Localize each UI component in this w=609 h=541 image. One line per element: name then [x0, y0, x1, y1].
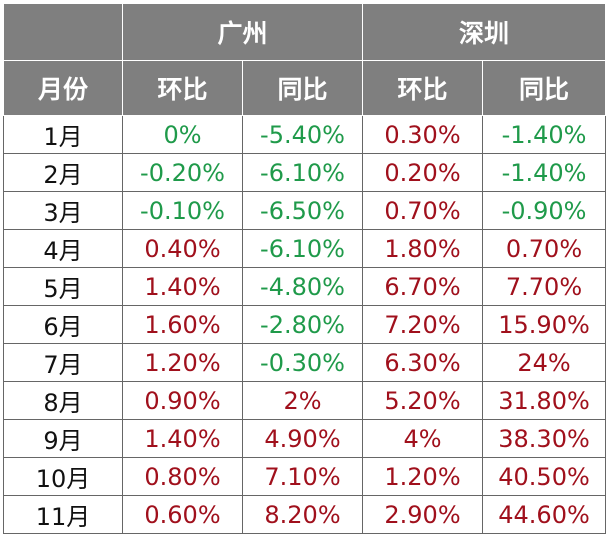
month-cell: 8月 [3, 381, 123, 420]
month-cell: 6月 [3, 305, 123, 344]
value-cell: 0.70% [482, 229, 607, 268]
value-cell: -0.90% [482, 191, 607, 230]
value-cell: 31.80% [482, 381, 607, 420]
table-row: 1月 0% -5.40% 0.30% -1.40% [3, 115, 607, 154]
value-cell: -1.40% [482, 153, 607, 192]
value-cell: 2.90% [362, 495, 484, 534]
value-cell: 40.50% [482, 457, 607, 496]
value-cell: 0.40% [122, 229, 243, 268]
value-cell: 0.20% [362, 153, 484, 192]
table-body: 广州 深圳 月份 环比 同比 环比 同比 1月 0% -5.40% 0.30% -1.4… [3, 3, 607, 534]
column-header: 环比 [362, 60, 484, 116]
value-cell: 0.30% [362, 115, 484, 154]
column-header: 月份 [3, 60, 123, 116]
data-table: 广州 深圳 月份 环比 同比 环比 同比 1月 0% -5.40% 0.30% -1.4… [3, 3, 607, 534]
value-cell: 0% [122, 115, 243, 154]
city-header: 广州 [121, 3, 364, 61]
value-cell: 1.40% [122, 419, 243, 458]
value-cell: 1.20% [122, 343, 243, 382]
column-header: 同比 [241, 60, 364, 116]
value-cell: 5.20% [362, 381, 484, 420]
value-cell: 6.70% [362, 267, 484, 306]
column-header-row: 月份 环比 同比 环比 同比 [3, 60, 607, 116]
value-cell: -5.40% [241, 115, 364, 154]
city-header-row: 广州 深圳 [3, 3, 607, 61]
city-header: 深圳 [362, 3, 607, 61]
value-cell: 1.40% [122, 267, 243, 306]
month-cell: 4月 [3, 229, 123, 268]
value-cell: 6.30% [362, 343, 484, 382]
column-header: 环比 [122, 60, 243, 116]
value-cell: 4% [362, 419, 484, 458]
table-row: 4月 0.40% -6.10% 1.80% 0.70% [3, 229, 607, 268]
value-cell: -6.50% [241, 191, 364, 230]
table-row: 3月 -0.10% -6.50% 0.70% -0.90% [3, 191, 607, 230]
month-cell: 2月 [3, 153, 123, 192]
table-row: 9月 1.40% 4.90% 4% 38.30% [3, 419, 607, 458]
value-cell: 1.80% [362, 229, 484, 268]
table-row: 6月 1.60% -2.80% 7.20% 15.90% [3, 305, 607, 344]
value-cell: 0.60% [122, 495, 243, 534]
month-cell: 11月 [3, 495, 123, 534]
month-cell: 10月 [3, 457, 123, 496]
table-row: 11月 0.60% 8.20% 2.90% 44.60% [3, 495, 607, 534]
month-cell: 9月 [3, 419, 123, 458]
value-cell: 15.90% [482, 305, 607, 344]
table-row: 5月 1.40% -4.80% 6.70% 7.70% [3, 267, 607, 306]
value-cell: -0.30% [241, 343, 364, 382]
value-cell: 44.60% [482, 495, 607, 534]
value-cell: -0.20% [122, 153, 243, 192]
value-cell: -6.10% [241, 229, 364, 268]
table-row: 2月 -0.20% -6.10% 0.20% -1.40% [3, 153, 607, 192]
value-cell: -0.10% [122, 191, 243, 230]
value-cell: 8.20% [241, 495, 364, 534]
value-cell: 4.90% [241, 419, 364, 458]
table-row: 8月 0.90% 2% 5.20% 31.80% [3, 381, 607, 420]
month-cell: 3月 [3, 191, 123, 230]
table-row: 10月 0.80% 7.10% 1.20% 40.50% [3, 457, 607, 496]
value-cell: -1.40% [482, 115, 607, 154]
value-cell: 1.20% [362, 457, 484, 496]
value-cell: 0.70% [362, 191, 484, 230]
value-cell: 7.20% [362, 305, 484, 344]
value-cell: 38.30% [482, 419, 607, 458]
value-cell: 0.80% [122, 457, 243, 496]
column-header: 同比 [482, 60, 607, 116]
value-cell: 1.60% [122, 305, 243, 344]
month-cell: 5月 [3, 267, 123, 306]
value-cell: 24% [482, 343, 607, 382]
value-cell: -6.10% [241, 153, 364, 192]
month-cell: 7月 [3, 343, 123, 382]
corner-cell [3, 3, 123, 61]
value-cell: 0.90% [122, 381, 243, 420]
value-cell: 7.70% [482, 267, 607, 306]
table-row: 7月 1.20% -0.30% 6.30% 24% [3, 343, 607, 382]
value-cell: 2% [241, 381, 364, 420]
month-cell: 1月 [3, 115, 123, 154]
value-cell: -2.80% [241, 305, 364, 344]
value-cell: -4.80% [241, 267, 364, 306]
value-cell: 7.10% [241, 457, 364, 496]
